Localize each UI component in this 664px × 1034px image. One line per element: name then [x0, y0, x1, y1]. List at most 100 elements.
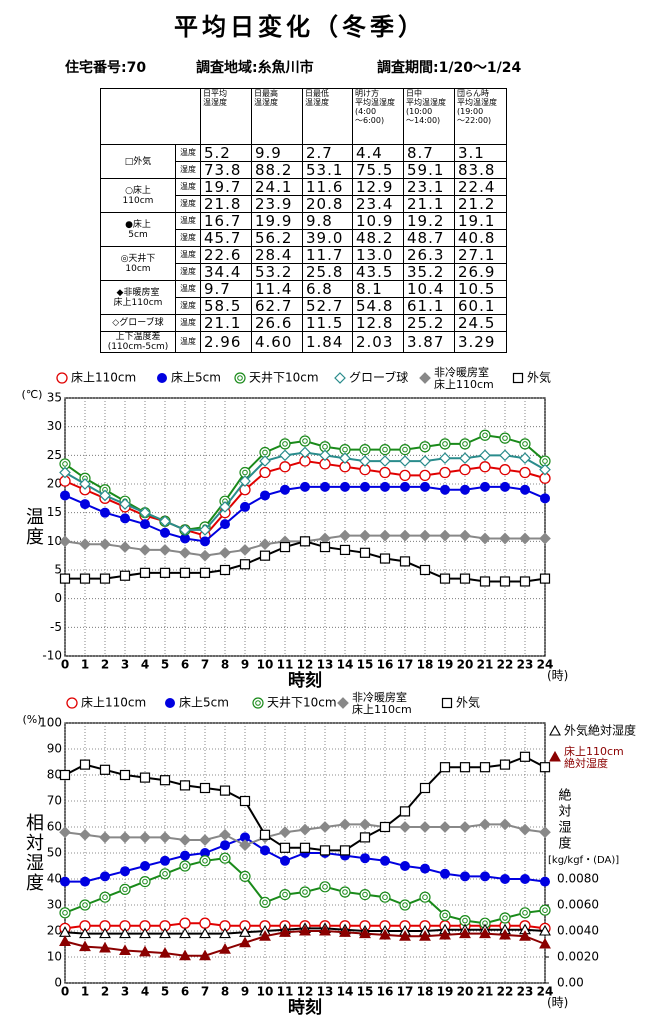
y-tick-label: 20 [47, 924, 62, 938]
marker-shape [359, 927, 371, 939]
data-point [119, 570, 131, 581]
data-point [279, 842, 291, 853]
row-kind: 湿度 [175, 229, 201, 247]
marker-shape [512, 372, 524, 384]
header-line: 〜6:00) [355, 116, 385, 125]
marker-shape [339, 886, 351, 898]
cell: 3.87 [403, 331, 455, 353]
data-point [279, 461, 291, 473]
marker-shape [439, 928, 451, 940]
marker-shape [540, 876, 550, 887]
marker-shape [380, 481, 390, 492]
data-point [99, 489, 111, 502]
y-tick-label: 40 [47, 872, 62, 886]
column-header: 日中 平均温湿度 (10:00 〜14:00) [403, 88, 455, 145]
data-point [439, 762, 451, 773]
data-row: □外気 温度 5.2 9.9 2.7 4.4 8.7 3.1 [100, 144, 507, 179]
legend-label: 非冷暖房室床上110cm [434, 365, 494, 391]
cell: 58.5 [200, 297, 252, 315]
data-point [279, 926, 291, 937]
marker-shape [339, 452, 351, 465]
marker-shape [219, 564, 231, 576]
data-point [499, 432, 511, 444]
marker-shape [259, 455, 271, 467]
marker-shape [360, 481, 370, 492]
y-tick-label: -5 [50, 620, 62, 634]
marker-shape [362, 891, 368, 898]
marker-shape [499, 928, 511, 940]
cell: 23.9 [251, 195, 303, 213]
y-tick-label: 80 [47, 768, 62, 782]
marker-shape [239, 559, 251, 570]
y2-tick-label: 0.0020 [557, 950, 599, 964]
marker-shape [342, 889, 348, 895]
header-line: (19:00 [457, 107, 484, 116]
data-point [439, 909, 451, 922]
data-point [179, 567, 191, 578]
marker-shape [79, 759, 91, 770]
data-point [239, 936, 251, 948]
marker-shape [239, 475, 251, 487]
marker-shape [359, 832, 371, 843]
column-header: 日平均 温湿度 [200, 88, 252, 145]
marker-shape [402, 902, 408, 908]
row-kind: 湿度 [175, 297, 201, 315]
marker-shape [462, 441, 468, 447]
marker-shape [279, 826, 291, 839]
marker-shape [279, 541, 291, 553]
marker-shape [539, 762, 551, 773]
label-line: □外気 [124, 156, 152, 167]
data-point [459, 452, 471, 465]
cell: 26.6 [251, 314, 303, 332]
marker-shape [200, 848, 210, 858]
data-point [439, 529, 451, 542]
marker-shape [399, 556, 411, 567]
marker-shape [399, 469, 411, 482]
x-tick-label: 12 [297, 658, 314, 672]
data-point [480, 871, 490, 882]
label-line: (110cm-5cm) [107, 342, 169, 352]
marker-shape [459, 529, 471, 542]
group-label: 上下温度差 (110cm-5cm) [100, 331, 176, 353]
marker-shape [440, 484, 450, 495]
x-axis-label: 時刻 [288, 997, 322, 1018]
data-point [399, 455, 411, 467]
marker-shape [119, 883, 131, 896]
marker-shape [419, 930, 431, 941]
data-point [179, 917, 191, 929]
marker-shape [59, 466, 71, 479]
data-point [180, 533, 190, 544]
marker-shape [419, 564, 431, 576]
data-point [239, 466, 251, 479]
data-point [240, 832, 250, 843]
marker-shape [459, 762, 471, 773]
data-point [79, 759, 91, 770]
data-point [60, 490, 70, 501]
marker-shape [399, 821, 411, 833]
row-kind: 温度 [175, 178, 201, 196]
data-point [259, 896, 271, 909]
data-point [499, 532, 511, 545]
legend-label: 床上110cm [81, 696, 146, 710]
data-point [499, 818, 511, 831]
legend-label: グローブ球 [349, 370, 408, 385]
name-line: 床上110cm [434, 377, 494, 391]
marker-shape [519, 823, 531, 836]
marker-shape [420, 863, 430, 874]
x-unit: (時) [547, 996, 568, 1010]
x-tick-label: 2 [101, 985, 109, 999]
marker-shape [399, 930, 411, 941]
header-line: 団らん時 [457, 89, 489, 99]
marker-shape [219, 785, 231, 796]
cell: 23.1 [403, 178, 455, 196]
marker-shape [362, 446, 368, 453]
marker-shape [139, 875, 151, 888]
data-point [159, 515, 171, 528]
data-point [419, 930, 431, 941]
marker-shape [102, 894, 108, 901]
cell: 21.1 [200, 314, 252, 332]
cell: 54.8 [352, 297, 404, 315]
data-point [259, 829, 271, 840]
data-point [179, 546, 191, 559]
y2-unit: [kg/kgf・(DA)] [548, 855, 619, 866]
